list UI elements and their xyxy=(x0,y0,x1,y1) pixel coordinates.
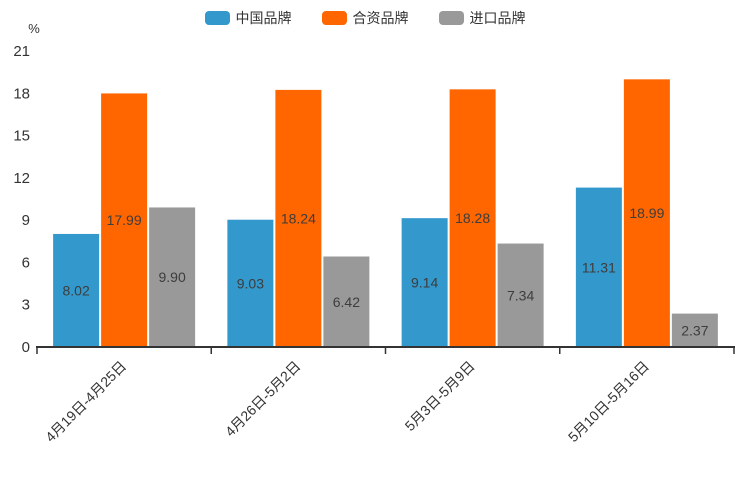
legend-marker-china-brand-icon xyxy=(204,11,230,25)
bar-中国品牌-5月10日-5月16日[interactable] xyxy=(575,187,622,347)
bar-value-label: 18.28 xyxy=(455,210,490,226)
bar-value-label: 9.90 xyxy=(159,269,186,285)
legend-label: 合资品牌 xyxy=(352,10,409,26)
y-tick-label: 3 xyxy=(22,297,30,314)
bar-value-label: 18.99 xyxy=(629,205,664,221)
bar-value-label: 6.42 xyxy=(333,294,360,310)
bar-value-label: 17.99 xyxy=(107,212,142,228)
y-tick-label: 18 xyxy=(13,85,30,102)
legend-marker-import-brand-icon xyxy=(438,11,464,25)
y-tick-label: 9 xyxy=(22,212,30,229)
bar-中国品牌-5月3日-5月9日[interactable] xyxy=(401,218,448,347)
bar-中国品牌-4月19日-4月25日[interactable] xyxy=(53,233,100,347)
bar-value-label: 7.34 xyxy=(507,287,534,303)
x-category-label: 5月3日-5月9日 xyxy=(402,358,478,434)
legend-item-import-brand[interactable]: 进口品牌 xyxy=(438,8,526,28)
legend-label: 进口品牌 xyxy=(469,10,526,26)
bar-value-label: 11.31 xyxy=(582,259,616,275)
bar-value-label: 2.37 xyxy=(681,322,708,338)
y-tick-label: 21 xyxy=(13,43,30,60)
bar-进口品牌-5月3日-5月9日[interactable] xyxy=(497,243,544,347)
legend-item-china-brand[interactable]: 中国品牌 xyxy=(204,8,292,28)
bar-value-label: 18.24 xyxy=(281,210,316,226)
bar-中国品牌-4月26日-5月2日[interactable] xyxy=(227,219,274,347)
bar-合资品牌-5月3日-5月9日[interactable] xyxy=(449,89,496,347)
x-category-label: 4月26日-5月2日 xyxy=(222,358,304,440)
bar-value-label: 9.03 xyxy=(237,275,264,291)
legend-item-joint-venture-brand[interactable]: 合资品牌 xyxy=(321,8,409,28)
legend-marker-joint-venture-brand-icon xyxy=(321,11,347,25)
y-tick-label: 6 xyxy=(22,254,30,271)
bar-进口品牌-4月26日-5月2日[interactable] xyxy=(323,256,370,347)
x-category-label: 4月19日-4月25日 xyxy=(42,358,129,445)
y-tick-label: 15 xyxy=(13,128,30,145)
y-axis-unit-label: % xyxy=(28,21,40,36)
bar-进口品牌-4月19日-4月25日[interactable] xyxy=(149,207,196,347)
y-tick-label: 12 xyxy=(13,170,30,187)
legend-label: 中国品牌 xyxy=(235,10,292,26)
bar-进口品牌-5月10日-5月16日[interactable] xyxy=(671,313,718,347)
bar-合资品牌-4月19日-4月25日[interactable] xyxy=(101,93,148,347)
bar-value-label: 9.14 xyxy=(411,275,438,291)
y-tick-label: 0 xyxy=(22,339,30,356)
bar-合资品牌-4月26日-5月2日[interactable] xyxy=(275,89,322,347)
legend: 中国品牌 合资品牌 进口品牌 xyxy=(0,8,730,28)
bar-value-label: 8.02 xyxy=(63,282,90,298)
x-category-label: 5月10日-5月16日 xyxy=(565,358,652,445)
bar-合资品牌-5月10日-5月16日[interactable] xyxy=(623,79,670,348)
